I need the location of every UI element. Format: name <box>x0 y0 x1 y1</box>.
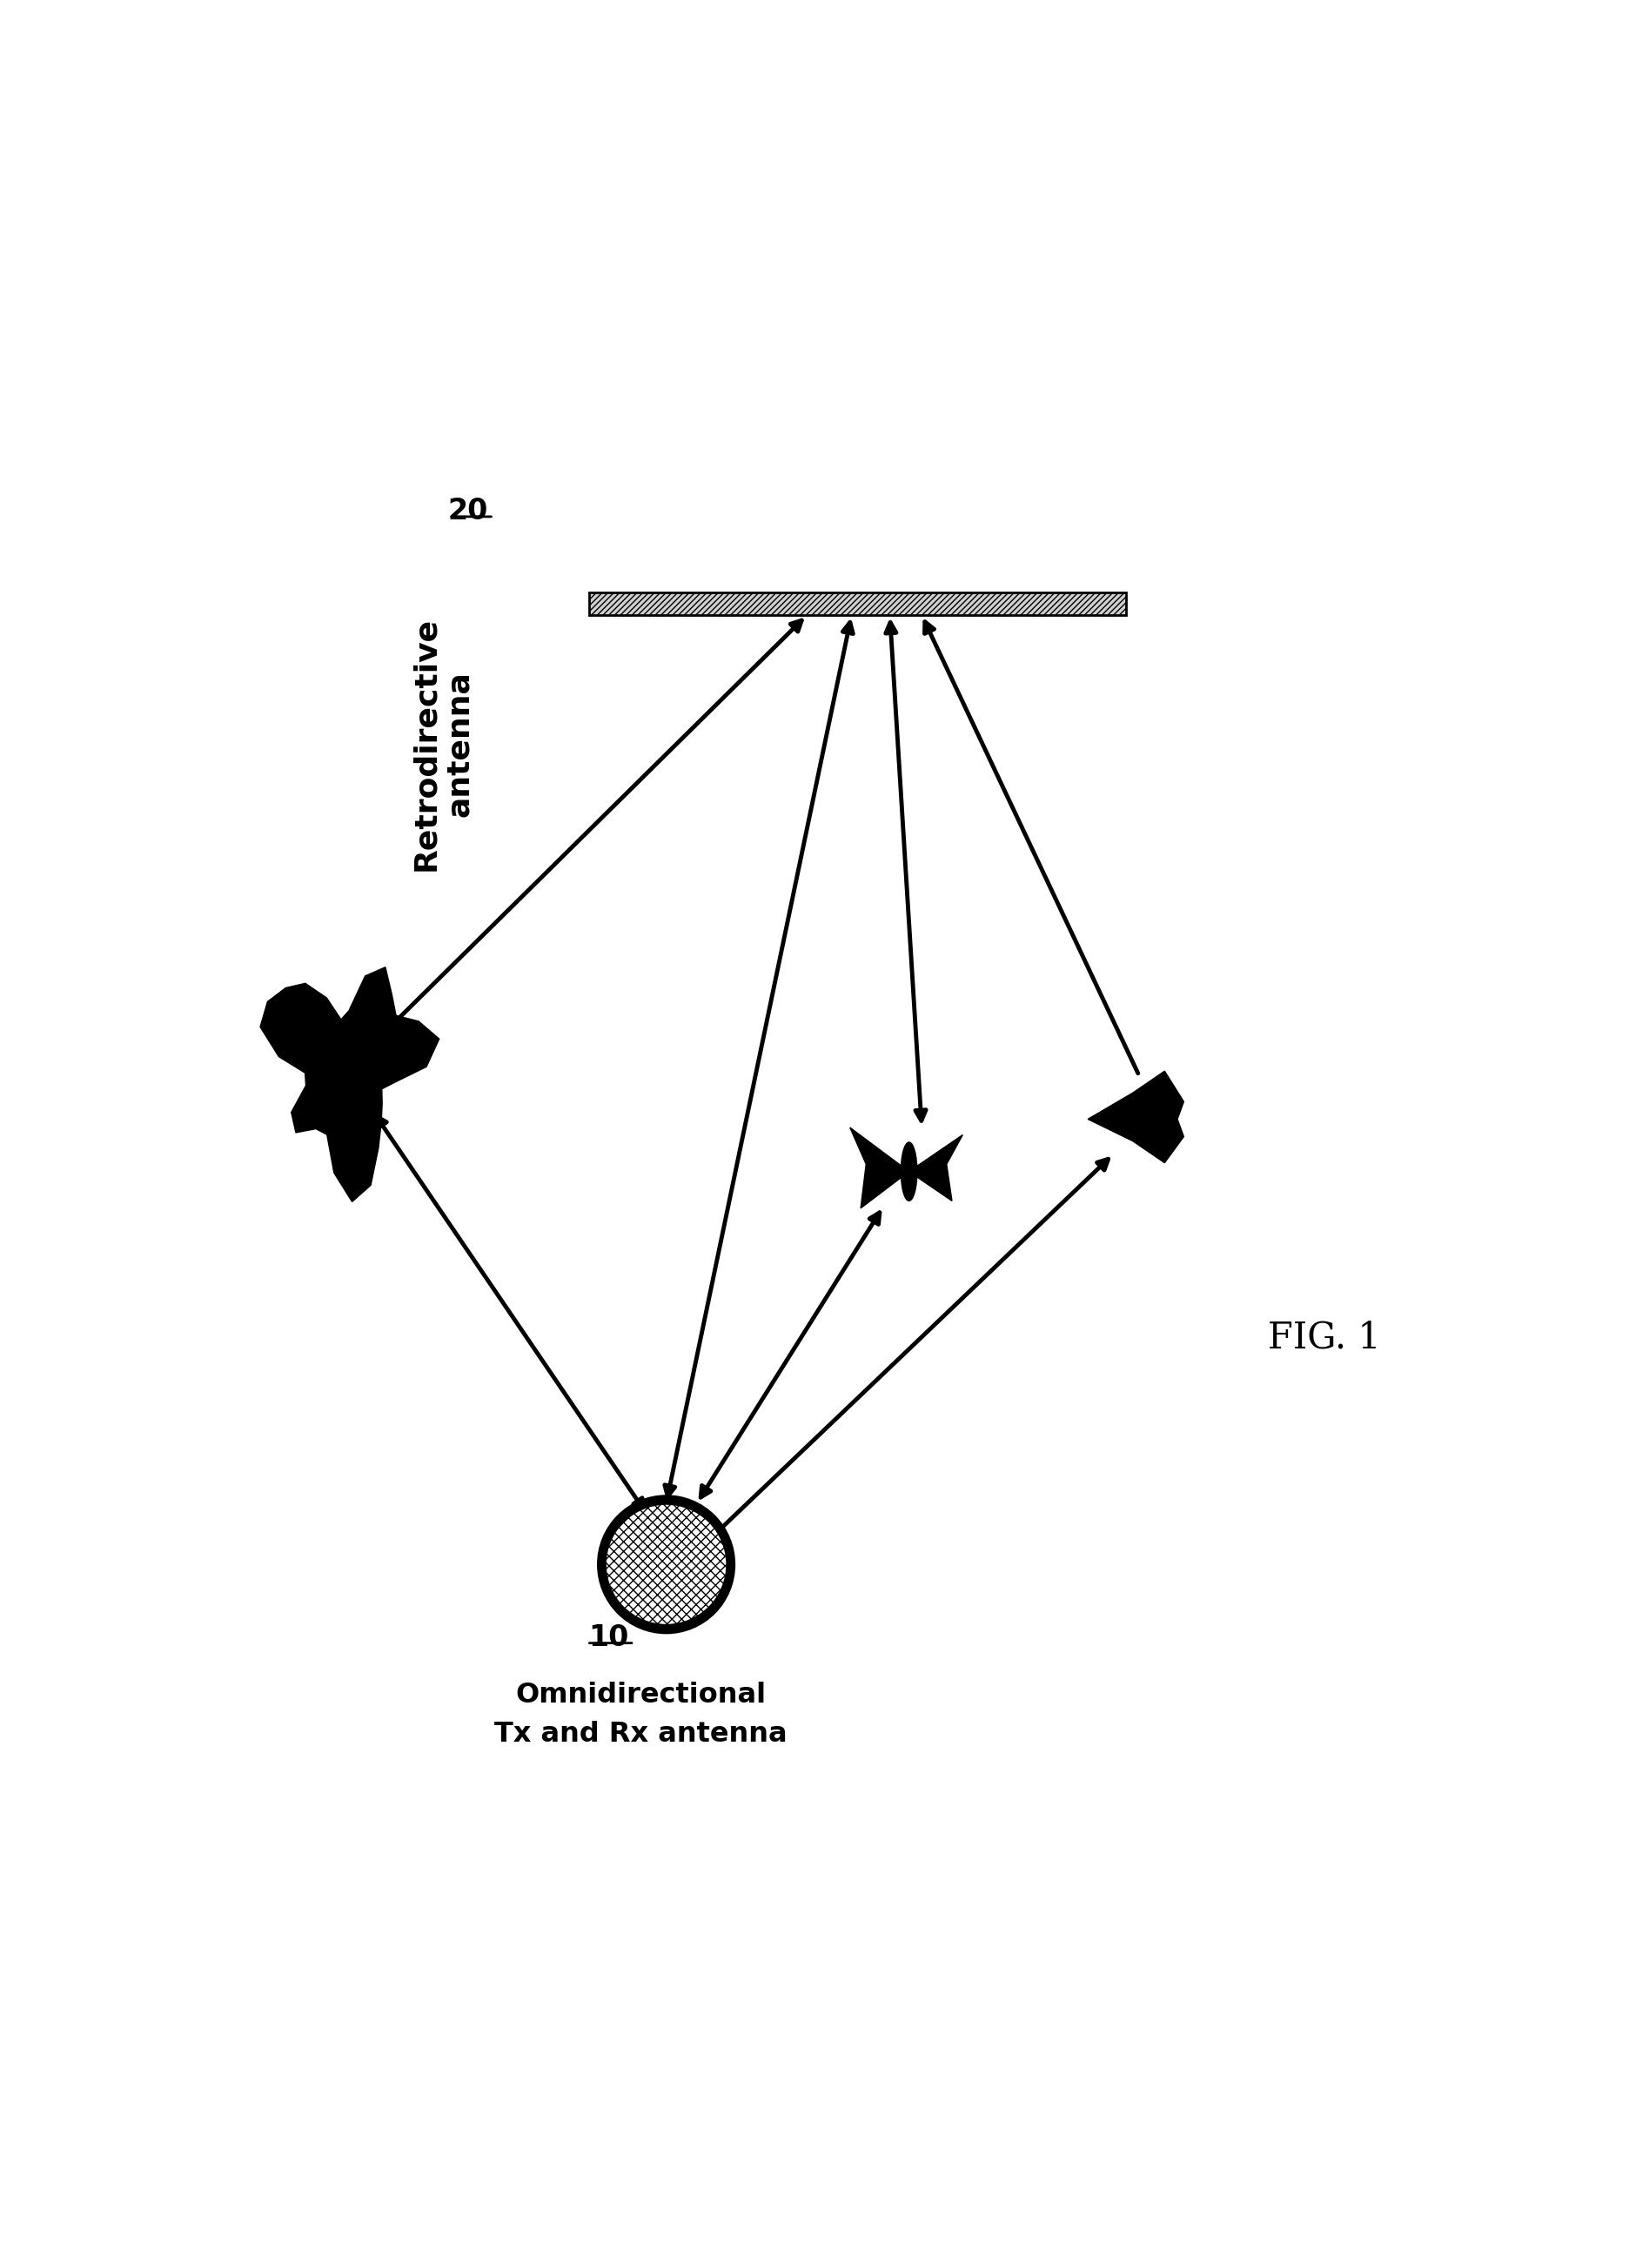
Ellipse shape <box>900 1143 917 1200</box>
Text: Retrodirective
antenna: Retrodirective antenna <box>411 617 475 871</box>
Text: Omnidirectional: Omnidirectional <box>514 1683 767 1708</box>
Polygon shape <box>1088 1070 1184 1163</box>
Ellipse shape <box>599 1497 734 1633</box>
Polygon shape <box>261 966 439 1202</box>
Text: Tx and Rx antenna: Tx and Rx antenna <box>495 1721 787 1746</box>
Polygon shape <box>849 1127 909 1209</box>
Polygon shape <box>909 1134 963 1200</box>
Text: 10: 10 <box>589 1624 628 1651</box>
Text: 20: 20 <box>449 497 488 526</box>
Bar <box>590 592 1126 615</box>
Text: FIG. 1: FIG. 1 <box>1268 1320 1380 1356</box>
Ellipse shape <box>605 1504 727 1626</box>
